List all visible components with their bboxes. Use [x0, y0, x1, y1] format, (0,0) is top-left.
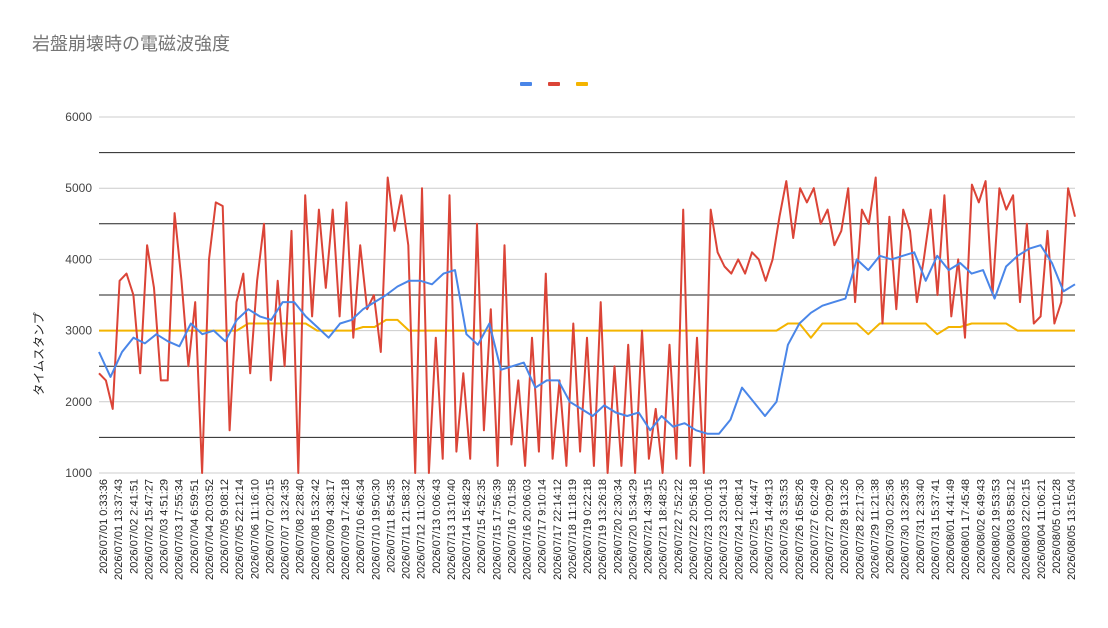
- series-line-2: [98, 176, 1076, 474]
- legend: [520, 82, 588, 86]
- x-tick-label: 2026/07/31 2:33:40: [915, 479, 927, 574]
- x-tick-label: 2026/07/02 2:41:51: [128, 479, 140, 574]
- x-tick-label: 2026/07/17 9:10:14: [537, 479, 549, 574]
- x-tick-label: 2026/07/30 0:25:36: [885, 479, 897, 574]
- x-tick-label: 2026/07/01 0:33:36: [98, 479, 110, 574]
- x-tick-label: 2026/07/27 20:09:20: [824, 479, 836, 580]
- x-tick-label: 2026/07/26 16:58:26: [794, 479, 806, 580]
- x-tick-label: 2026/07/06 11:16:10: [249, 479, 261, 579]
- x-tick-label: 2026/07/22 7:52:22: [673, 479, 685, 574]
- x-tick-label: 2026/07/03 4:51:29: [159, 479, 171, 574]
- y-tick-label: 5000: [65, 181, 92, 195]
- legend-swatch-1: [520, 82, 532, 86]
- x-tick-label: 2026/07/22 20:56:18: [688, 479, 700, 580]
- x-tick-label: 2026/07/29 11:21:38: [869, 479, 881, 579]
- series-line-1: [98, 244, 1076, 435]
- x-tick-label: 2026/08/03 8:58:12: [1006, 479, 1018, 574]
- chart-title: 岩盤崩壊時の電磁波強度: [32, 34, 230, 54]
- legend-swatch-3: [576, 82, 588, 86]
- x-tick-label: 2026/07/19 13:26:18: [597, 479, 609, 580]
- x-tick-label: 2026/07/18 11:18:19: [567, 479, 579, 579]
- x-tick-label: 2026/07/21 18:48:25: [658, 479, 670, 580]
- x-tick-label: 2026/07/16 20:06:03: [522, 479, 534, 580]
- x-tick-label: 2026/08/02 6:49:43: [975, 479, 987, 574]
- x-tick-label: 2026/08/05 0:10:28: [1051, 479, 1063, 574]
- x-tick-label: 2026/07/13 13:10:40: [446, 479, 458, 580]
- x-axis-ticks: 2026/07/01 0:33:36 2026/07/01 13:37:43 202…: [98, 479, 1078, 580]
- x-tick-label: 2026/07/10 19:50:30: [370, 479, 382, 580]
- x-tick-label: 2026/07/08 15:32:42: [310, 479, 322, 580]
- x-tick-label: 2026/07/21 4:39:15: [643, 479, 655, 574]
- x-tick-label: 2026/07/25 14:49:13: [764, 479, 776, 580]
- x-tick-label: 2026/07/28 9:13:26: [839, 479, 851, 574]
- x-tick-label: 2026/07/03 17:55:34: [174, 479, 186, 580]
- x-tick-label: 2026/08/03 22:02:15: [1021, 479, 1033, 580]
- x-tick-label: 2026/07/07 13:24:35: [280, 479, 292, 580]
- x-tick-label: 2026/07/24 12:08:14: [733, 479, 745, 580]
- x-tick-label: 2026/07/17 22:14:12: [552, 479, 564, 580]
- y-tick-label: 4000: [65, 252, 92, 266]
- x-tick-label: 2026/08/04 11:06:21: [1036, 479, 1048, 579]
- x-tick-label: 2026/07/08 2:28:40: [295, 479, 307, 574]
- x-tick-label: 2026/07/07 0:20:15: [264, 479, 276, 574]
- series-line-3: [99, 318, 1075, 339]
- x-tick-label: 2026/07/19 0:22:18: [582, 479, 594, 574]
- x-tick-label: 2026/07/20 2:30:34: [612, 479, 624, 574]
- x-tick-label: 2026/07/01 13:37:43: [113, 479, 125, 580]
- x-tick-label: 2026/07/14 15:48:29: [461, 479, 473, 580]
- x-tick-label: 2026/07/28 22:17:30: [854, 479, 866, 580]
- x-tick-label: 2026/07/11 21:58:32: [401, 479, 413, 579]
- series-lines: [98, 176, 1076, 474]
- x-tick-label: 2026/07/11 8:54:35: [385, 479, 397, 573]
- x-tick-label: 2026/07/26 3:53:53: [779, 479, 791, 574]
- x-tick-label: 2026/07/23 10:00:16: [703, 479, 715, 580]
- x-tick-label: 2026/07/05 9:08:12: [219, 479, 231, 574]
- x-tick-label: 2026/07/16 7:01:58: [506, 479, 518, 574]
- y-tick-label: 1000: [65, 466, 92, 480]
- x-tick-label: 2026/08/01 17:45:48: [960, 479, 972, 580]
- x-tick-label: 2026/07/02 15:47:27: [143, 479, 155, 580]
- x-tick-label: 2026/07/27 6:02:49: [809, 479, 821, 574]
- x-tick-label: 2026/07/04 6:59:51: [189, 479, 201, 574]
- x-tick-label: 2026/07/15 17:56:39: [491, 479, 503, 580]
- x-tick-label: 2026/08/05 13:15:04: [1066, 479, 1078, 580]
- x-tick-label: 2026/08/01 4:41:49: [945, 479, 957, 574]
- y-tick-label: 3000: [65, 324, 92, 338]
- y-axis-ticks: 1000 2000 3000 4000 5000 6000: [65, 110, 92, 480]
- x-tick-label: 2026/07/12 11:02:34: [416, 479, 428, 579]
- x-tick-label: 2026/07/15 4:52:35: [476, 479, 488, 574]
- x-tick-label: 2026/07/05 22:12:14: [234, 479, 246, 580]
- x-tick-label: 2026/07/13 0:06:43: [431, 479, 443, 574]
- y-axis-label: タイムスタンプ: [32, 312, 46, 395]
- y-tick-label: 6000: [65, 110, 92, 124]
- x-tick-label: 2026/07/09 17:42:18: [340, 479, 352, 580]
- x-tick-label: 2026/07/04 20:03:52: [204, 479, 216, 580]
- x-tick-label: 2026/07/23 23:04:13: [718, 479, 730, 580]
- x-tick-label: 2026/07/30 13:29:35: [900, 479, 912, 580]
- x-tick-label: 2026/07/31 15:37:41: [930, 479, 942, 580]
- x-tick-label: 2026/07/25 1:44:47: [748, 479, 760, 574]
- x-tick-label: 2026/07/09 4:38:17: [325, 479, 337, 574]
- legend-swatch-2: [548, 82, 560, 86]
- x-tick-label: 2026/07/20 15:34:29: [627, 479, 639, 580]
- x-tick-label: 2026/07/10 6:46:34: [355, 479, 367, 574]
- y-tick-label: 2000: [65, 395, 92, 409]
- x-tick-label: 2026/08/02 19:53:53: [990, 479, 1002, 580]
